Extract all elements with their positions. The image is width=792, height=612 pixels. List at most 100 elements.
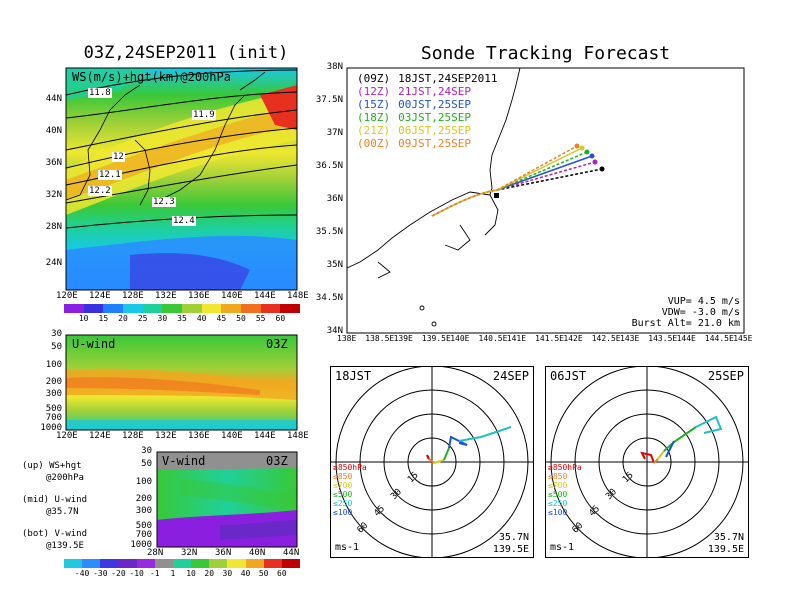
lat-tick-label: 32N [181, 548, 198, 558]
hodograph-segment [426, 454, 430, 460]
ws-map-label: WS(m/s)+hgt(km)@200hPa [72, 70, 231, 84]
launch-site-marker [494, 193, 499, 198]
launch-jst: 21JST,24SEP [398, 85, 471, 98]
uwind-lon-axis: 120E 124E 128E 132E 136E 140E 144E 148E [56, 431, 309, 443]
vwind-field [157, 452, 297, 547]
hodo-time: 06JST [550, 369, 587, 383]
lon-tick-label: 148E [287, 291, 309, 301]
lon-tick-label: 132E [155, 291, 177, 301]
lon-tick-label: 140.5E [478, 334, 508, 343]
lat-tick-label: 36N [326, 194, 343, 204]
colorbar-label: 40 [196, 314, 207, 323]
colorbar-label: -40 [74, 569, 90, 578]
contour-label: 11.8 [88, 88, 112, 98]
colorbar-swatch [83, 304, 104, 313]
lat-tick-label: 36N [215, 548, 232, 558]
colorbar-label: 50 [236, 314, 246, 323]
hodo-lat: 35.7N [713, 532, 744, 543]
track-coastline [346, 67, 521, 327]
legend-line: (bot) V-wind [22, 529, 88, 539]
level-legend: ≥850hPa ≤850 ≤700 ≤500 ≤250 ≤100 [333, 463, 367, 517]
vwind-time: 03Z [266, 454, 288, 468]
launch-utc: (15Z) [357, 98, 391, 111]
lat-tick-label: 44N [45, 94, 62, 104]
lat-tick-label: 35.5N [315, 227, 343, 237]
colorbar-label: 30 [157, 314, 168, 323]
hodograph-segment [448, 435, 468, 449]
colorbar-swatch [245, 559, 264, 568]
colorbar-label: 10 [78, 314, 89, 323]
colorbar-label: 20 [204, 569, 215, 578]
hodograph-segment [665, 440, 675, 458]
pressure-tick-label: 700 [45, 413, 62, 423]
lat-tick-label: 37.5N [315, 95, 343, 105]
uwind-time: 03Z [266, 337, 288, 351]
launch-jst: 03JST,25SEP [398, 111, 471, 124]
sonde-param: VUP= 4.5 m/s [667, 296, 740, 307]
colorbar-label: -30 [93, 569, 108, 578]
right-title: Sonde Tracking Forecast [420, 43, 671, 64]
track-end-point [579, 145, 585, 151]
lon-tick-label: 128E [122, 291, 144, 301]
lat-tick-label: 28N [45, 222, 62, 232]
colorbar-label: 60 [275, 314, 286, 323]
colorbar-swatch [280, 304, 300, 313]
vwind-label: V-wind [162, 454, 206, 468]
pressure-tick-label: 500 [45, 404, 62, 414]
hodograph-segment [695, 415, 723, 434]
launch-jst: 00JST,25SEP [398, 98, 471, 111]
lon-tick-label: 140E [221, 431, 243, 441]
level-legend: ≥850hPa ≤850 ≤700 ≤500 ≤250 ≤100 [548, 463, 582, 517]
colorbar-label: -20 [111, 569, 126, 578]
colorbar-swatch [64, 559, 83, 568]
legend-line: @35.7N [46, 507, 79, 517]
lon-tick-label: 140E [221, 291, 243, 301]
launch-utc: (21Z) [357, 124, 391, 137]
colorbar-swatch [154, 559, 173, 568]
lon-tick-label: 144.5E [704, 334, 734, 343]
vwind-lat-axis: 28N 32N 36N 40N 44N [147, 548, 307, 560]
hodograph-segment [663, 426, 697, 452]
colorbar-label: 35 [177, 314, 187, 323]
hodograph-segment [433, 459, 445, 464]
launch-utc: (00Z) [357, 137, 391, 150]
lat-tick-label: 34.5N [315, 293, 343, 303]
lon-tick-label: 144E [254, 431, 276, 441]
sonde-tracks [431, 143, 605, 217]
pressure-tick-label: 50 [141, 459, 152, 469]
colorbar-swatch [123, 304, 143, 313]
lat-tick-label: 36.5N [315, 161, 343, 171]
lon-tick-label: 143E [620, 334, 640, 343]
lon-tick-label: 141E [506, 334, 527, 343]
pressure-tick-label: 200 [45, 377, 62, 387]
pressure-tick-label: 100 [45, 360, 62, 370]
lon-tick-label: 145E [733, 334, 753, 343]
level-label: ≤250 [333, 499, 353, 508]
hodo-date: 24SEP [492, 369, 529, 383]
colorbar-swatch [136, 559, 155, 568]
launch-row: (12Z) 21JST,24SEP [357, 85, 497, 98]
colorbar-label: 55 [255, 314, 266, 323]
launch-row: (09Z) 18JST,24SEP2011 [357, 72, 497, 85]
left-title: 03Z,24SEP2011 (init) [83, 43, 289, 63]
colorbar-swatch [241, 304, 261, 313]
launch-utc: (09Z) [357, 72, 391, 85]
lon-tick-label: 142E [563, 334, 583, 343]
colorbar-swatch [142, 304, 163, 313]
sonde-param: Burst Alt= 21.0 km [631, 318, 740, 329]
level-label: ≤100 [333, 508, 353, 517]
lon-tick-label: 144E [254, 291, 276, 301]
lat-tick-label: 28N [147, 548, 164, 558]
level-label: ≤850 [333, 472, 353, 481]
pressure-tick-label: 700 [135, 530, 152, 540]
launch-row: (00Z) 09JST,25SEP [357, 137, 497, 150]
lat-tick-label: 32N [45, 190, 62, 200]
pressure-tick-label: 200 [135, 494, 152, 504]
launch-legend: (09Z) 18JST,24SEP2011 (12Z) 21JST,24SEP (15Z… [357, 72, 497, 150]
ws-colorbar: 10 15 20 25 30 35 40 45 50 55 60 [64, 304, 300, 326]
colorbar-swatch [64, 304, 84, 313]
colorbar-swatch [260, 304, 281, 313]
sonde-param: VDW= -3.0 m/s [661, 307, 740, 318]
launch-row: (15Z) 00JST,25SEP [357, 98, 497, 111]
